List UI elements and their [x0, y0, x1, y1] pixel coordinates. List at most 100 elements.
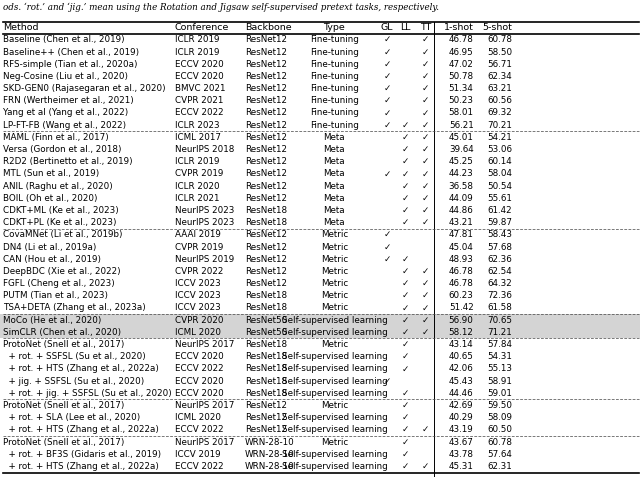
Text: 54.21: 54.21: [487, 133, 512, 142]
Text: 43.14: 43.14: [449, 340, 474, 349]
Text: ResNet12: ResNet12: [245, 401, 287, 410]
Text: MoCo (He et al., 2020): MoCo (He et al., 2020): [3, 316, 102, 324]
Text: ResNet18: ResNet18: [245, 303, 287, 312]
Bar: [0, 314, 640, 326]
Text: ✓: ✓: [422, 279, 429, 288]
Text: 57.84: 57.84: [487, 340, 512, 349]
Text: 50.23: 50.23: [449, 96, 474, 105]
Text: 43.21: 43.21: [449, 218, 474, 227]
Text: 60.78: 60.78: [487, 36, 512, 44]
Text: 1-shot: 1-shot: [444, 23, 474, 32]
Text: Self-supervised learning: Self-supervised learning: [282, 413, 387, 422]
Text: ResNet12: ResNet12: [245, 133, 287, 142]
Text: 51.34: 51.34: [449, 84, 474, 93]
Text: ECCV 2020: ECCV 2020: [175, 72, 223, 81]
Text: 46.78: 46.78: [449, 36, 474, 44]
Text: Meta: Meta: [324, 218, 345, 227]
Text: ✓: ✓: [402, 328, 410, 337]
Text: Meta: Meta: [324, 157, 345, 166]
Text: 42.69: 42.69: [449, 401, 474, 410]
Text: ✓: ✓: [383, 84, 391, 93]
Text: 50.54: 50.54: [487, 181, 512, 191]
Text: NeurIPS 2023: NeurIPS 2023: [175, 218, 234, 227]
Text: ✓: ✓: [422, 303, 429, 312]
Text: Metric: Metric: [321, 255, 348, 264]
Text: 60.23: 60.23: [449, 291, 474, 300]
Text: ResNet12: ResNet12: [245, 96, 287, 105]
Text: ECCV 2020: ECCV 2020: [175, 352, 223, 361]
Text: Self-supervised learning: Self-supervised learning: [282, 328, 387, 337]
Text: ✓: ✓: [422, 169, 429, 179]
Text: 58.43: 58.43: [487, 230, 512, 240]
Text: ResNet12: ResNet12: [245, 108, 287, 118]
Text: Self-supervised learning: Self-supervised learning: [282, 364, 387, 373]
Text: ResNet12: ResNet12: [245, 48, 287, 57]
Text: 54.31: 54.31: [487, 352, 512, 361]
Text: 43.67: 43.67: [449, 438, 474, 446]
Text: ResNet12: ResNet12: [245, 84, 287, 93]
Text: Meta: Meta: [324, 181, 345, 191]
Text: + jig. + SSFSL (Su et al., 2020): + jig. + SSFSL (Su et al., 2020): [3, 377, 145, 385]
Text: ProtoNet (Snell et al., 2017): ProtoNet (Snell et al., 2017): [3, 438, 125, 446]
Text: ResNet18: ResNet18: [245, 389, 287, 398]
Text: Backbone: Backbone: [245, 23, 292, 32]
Text: ✓: ✓: [422, 133, 429, 142]
Text: ods. ‘rot.’ and ‘jig.’ mean using the Rotation and Jigsaw self-supervised pretex: ods. ‘rot.’ and ‘jig.’ mean using the Ro…: [3, 2, 439, 12]
Text: 5-shot: 5-shot: [482, 23, 512, 32]
Text: ResNet12: ResNet12: [245, 194, 287, 203]
Text: TSA+DETA (Zhang et al., 2023a): TSA+DETA (Zhang et al., 2023a): [3, 303, 146, 312]
Text: Self-supervised learning: Self-supervised learning: [282, 425, 387, 434]
Text: ResNet12: ResNet12: [245, 279, 287, 288]
Text: Fine-tuning: Fine-tuning: [310, 36, 359, 44]
Text: ResNet12: ResNet12: [245, 169, 287, 179]
Text: ✓: ✓: [402, 340, 410, 349]
Text: Self-supervised learning: Self-supervised learning: [282, 316, 387, 324]
Text: ✓: ✓: [422, 218, 429, 227]
Text: Metric: Metric: [321, 291, 348, 300]
Text: NeurIPS 2018: NeurIPS 2018: [175, 145, 234, 154]
Text: + rot. + HTS (Zhang et al., 2022a): + rot. + HTS (Zhang et al., 2022a): [3, 462, 159, 471]
Text: ResNet18: ResNet18: [245, 352, 287, 361]
Text: WRN-28-10: WRN-28-10: [245, 462, 295, 471]
Text: ✓: ✓: [402, 255, 410, 264]
Text: 56.90: 56.90: [449, 316, 474, 324]
Text: BOIL (Oh et al., 2020): BOIL (Oh et al., 2020): [3, 194, 98, 203]
Text: ✓: ✓: [383, 120, 391, 130]
Text: Fine-tuning: Fine-tuning: [310, 84, 359, 93]
Text: BMVC 2021: BMVC 2021: [175, 84, 225, 93]
Text: ResNet18: ResNet18: [245, 364, 287, 373]
Text: ResNet12: ResNet12: [245, 181, 287, 191]
Text: LL: LL: [401, 23, 411, 32]
Text: ✓: ✓: [422, 425, 429, 434]
Text: ✓: ✓: [422, 206, 429, 215]
Text: ResNet12: ResNet12: [245, 157, 287, 166]
Text: ResNet50: ResNet50: [245, 316, 287, 324]
Text: ✓: ✓: [402, 364, 410, 373]
Text: 63.21: 63.21: [487, 84, 512, 93]
Text: WRN-28-10: WRN-28-10: [245, 450, 295, 459]
Text: R2D2 (Bertinetto et al., 2019): R2D2 (Bertinetto et al., 2019): [3, 157, 133, 166]
Text: ✓: ✓: [383, 48, 391, 57]
Text: 44.23: 44.23: [449, 169, 474, 179]
Text: ✓: ✓: [402, 120, 410, 130]
Text: ✓: ✓: [422, 157, 429, 166]
Text: CVPR 2022: CVPR 2022: [175, 267, 223, 276]
Text: CVPR 2020: CVPR 2020: [175, 316, 223, 324]
Text: 46.95: 46.95: [449, 48, 474, 57]
Text: 58.04: 58.04: [487, 169, 512, 179]
Text: Meta: Meta: [324, 194, 345, 203]
Text: 55.61: 55.61: [487, 194, 512, 203]
Text: Fine-tuning: Fine-tuning: [310, 108, 359, 118]
Text: Versa (Gordon et al., 2018): Versa (Gordon et al., 2018): [3, 145, 122, 154]
Text: Self-supervised learning: Self-supervised learning: [282, 377, 387, 385]
Text: MTL (Sun et al., 2019): MTL (Sun et al., 2019): [3, 169, 99, 179]
Text: 60.50: 60.50: [487, 425, 512, 434]
Text: Neg-Cosine (Liu et al., 2020): Neg-Cosine (Liu et al., 2020): [3, 72, 128, 81]
Text: DN4 (Li et al., 2019a): DN4 (Li et al., 2019a): [3, 242, 97, 252]
Text: ProtoNet (Snell et al., 2017): ProtoNet (Snell et al., 2017): [3, 340, 125, 349]
Text: Yang et al (Yang et al., 2022): Yang et al (Yang et al., 2022): [3, 108, 129, 118]
Text: CovaMNet (Li et al., 2019b): CovaMNet (Li et al., 2019b): [3, 230, 123, 240]
Text: ✓: ✓: [422, 316, 429, 324]
Text: ✓: ✓: [402, 279, 410, 288]
Text: ResNet18: ResNet18: [245, 377, 287, 385]
